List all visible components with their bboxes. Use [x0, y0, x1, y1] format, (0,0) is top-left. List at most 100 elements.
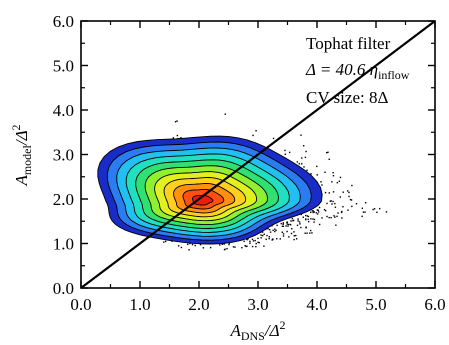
density-point [305, 150, 307, 153]
density-point [249, 240, 251, 243]
density-point [286, 223, 288, 225]
density-point [351, 205, 353, 208]
density-point [188, 249, 190, 251]
density-point [209, 246, 212, 249]
density-point [324, 209, 327, 212]
density-point [282, 235, 285, 237]
density-point [177, 245, 180, 247]
density-point [300, 213, 302, 216]
density-point [328, 216, 330, 219]
density-point [339, 176, 342, 179]
density-point [282, 233, 285, 235]
density-point [348, 195, 350, 198]
density-point [293, 238, 295, 241]
density-point [373, 207, 376, 210]
density-point [252, 134, 254, 137]
annotation-delta-sub: inflow [378, 68, 410, 82]
density-point [221, 243, 224, 246]
density-point [257, 237, 259, 240]
density-point [342, 191, 344, 193]
density-point [313, 221, 315, 223]
y-tick-label: 6.0 [53, 12, 74, 31]
density-point [251, 245, 254, 248]
density-point [282, 223, 284, 225]
density-point [332, 200, 334, 203]
density-point [361, 207, 364, 209]
density-point [180, 136, 182, 139]
density-point [312, 211, 314, 214]
density-point [300, 134, 302, 136]
x-tick-label: 5.0 [365, 295, 386, 314]
density-point [176, 120, 178, 122]
density-point [267, 228, 269, 230]
density-point [302, 216, 304, 218]
density-point [330, 216, 332, 219]
density-point [333, 215, 335, 217]
density-point [254, 239, 256, 242]
density-point [226, 247, 228, 250]
density-point [255, 130, 257, 132]
x-tick-label: 3.0 [247, 295, 268, 314]
density-point [301, 163, 303, 165]
x-axis: 0.0 1.0 2.0 3.0 4.0 5.0 6.0 [70, 21, 446, 314]
density-point [310, 173, 312, 175]
density-point [304, 156, 307, 159]
y-tick-label: 1.0 [53, 235, 74, 254]
density-point [349, 198, 352, 201]
density-point [364, 202, 367, 204]
density-point [350, 199, 353, 201]
density-point [261, 234, 264, 237]
density-point [297, 220, 299, 222]
density-point [269, 231, 272, 233]
density-point [316, 209, 319, 211]
density-point [288, 151, 291, 154]
density-point [271, 239, 273, 241]
density-point [274, 230, 276, 233]
density-point [306, 232, 308, 234]
density-point [275, 229, 277, 232]
density-point [305, 218, 307, 221]
density-point [348, 191, 350, 194]
density-point [297, 218, 299, 220]
density-point [224, 113, 226, 115]
density-point [249, 242, 251, 244]
density-point [295, 234, 297, 237]
density-point [301, 157, 303, 159]
density-point [340, 211, 343, 214]
density-point [252, 240, 255, 242]
density-point [255, 245, 257, 248]
density-point [255, 242, 257, 245]
density-point [335, 224, 337, 226]
density-point [291, 227, 293, 230]
density-point [316, 165, 318, 168]
density-point [257, 241, 259, 244]
density-point [191, 243, 194, 246]
density-point [317, 211, 320, 213]
density-point [318, 223, 321, 226]
density-point [272, 229, 274, 232]
density-point [327, 151, 329, 153]
annotation-delta-main: Δ = 40.6 η [305, 60, 378, 79]
density-point [272, 137, 275, 140]
density-point [251, 238, 254, 240]
density-point [285, 225, 287, 227]
density-point [276, 224, 278, 227]
density-point [174, 121, 177, 123]
density-point [187, 243, 189, 246]
density-point [316, 174, 318, 176]
density-point [293, 231, 295, 233]
density-point [244, 244, 246, 247]
density-point [320, 181, 322, 183]
density-point [376, 211, 378, 214]
density-point [281, 231, 283, 233]
density-point [282, 222, 285, 224]
x-tick-label: 0.0 [70, 295, 91, 314]
density-point [280, 222, 283, 225]
density-point [385, 211, 388, 213]
density-point [337, 212, 339, 214]
y-tick-label: 3.0 [53, 146, 74, 165]
annotation-delta: Δ = 40.6 ηinflow [305, 60, 410, 82]
density-point [286, 221, 289, 223]
x-tick-label: 2.0 [188, 295, 209, 314]
density-point [304, 232, 306, 234]
